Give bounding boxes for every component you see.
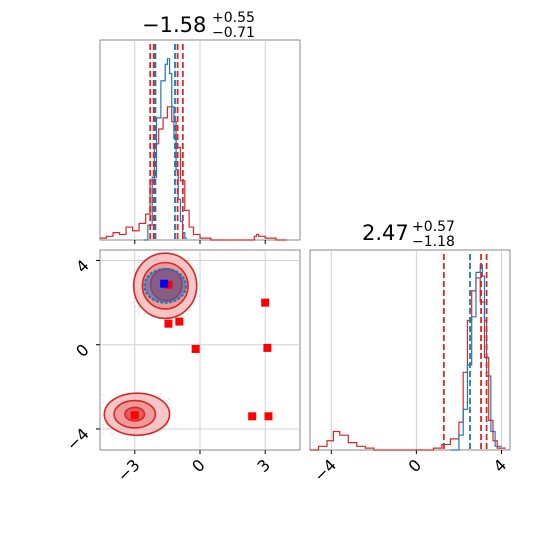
sample-point <box>105 423 107 425</box>
panel-2-title-median: 2.47 <box>362 221 409 245</box>
sample-point <box>110 433 113 435</box>
sample-point <box>102 432 104 435</box>
sample-point <box>102 426 105 428</box>
sample-point <box>137 261 140 264</box>
sample-point <box>133 269 136 272</box>
x-tick-label: 4 <box>490 455 511 476</box>
sample-point <box>102 421 105 423</box>
sample-point <box>140 260 143 263</box>
sample-point <box>143 313 146 315</box>
red-marker <box>164 280 173 289</box>
sample-point <box>143 315 146 317</box>
sample-point <box>102 401 105 404</box>
sample-point <box>186 256 189 259</box>
axes-frame <box>309 249 511 451</box>
panel-2-title-minus: −1.18 <box>412 234 455 250</box>
sample-point <box>191 256 194 259</box>
x-tick-label: 0 <box>405 455 426 476</box>
sample-point <box>138 255 141 257</box>
panel-1-title-median: −1.58 <box>142 13 206 37</box>
red-marker <box>130 411 139 420</box>
x-tick-label: −3 <box>113 455 143 485</box>
x-tick-label: 3 <box>253 455 274 476</box>
sample-point <box>113 433 115 436</box>
red-marker <box>263 343 272 352</box>
histogram-series-1 <box>100 106 287 241</box>
red-marker <box>248 412 257 421</box>
histogram-panel-2 <box>309 249 511 454</box>
y-tick-label: 0 <box>72 340 93 361</box>
sample-point <box>138 259 140 261</box>
y-tick-label: −4 <box>63 424 93 454</box>
sample-point <box>188 257 191 260</box>
blue-marker <box>160 279 169 288</box>
sample-point <box>138 306 141 309</box>
sample-point <box>168 401 171 403</box>
sample-point <box>186 313 188 316</box>
red-marker <box>191 344 200 353</box>
sample-point <box>138 311 140 313</box>
red-marker <box>164 319 173 328</box>
panel-2-title-plus: +0.57 <box>412 219 455 235</box>
histogram-panel-1 <box>99 39 301 244</box>
sample-point <box>101 394 104 396</box>
sample-point <box>102 423 104 426</box>
red-marker <box>261 298 270 307</box>
sample-point <box>192 303 195 306</box>
red-marker <box>264 412 273 421</box>
sample-point <box>168 398 170 400</box>
x-tick-label: −4 <box>310 455 340 485</box>
sample-point <box>101 415 103 418</box>
scatter-panel <box>96 249 301 454</box>
sample-point <box>107 427 109 430</box>
sample-point <box>159 429 162 432</box>
sample-point <box>101 413 103 416</box>
y-tick-label: 4 <box>72 256 93 277</box>
histogram-series-1 <box>310 277 506 451</box>
sample-point <box>143 255 146 258</box>
sample-point <box>166 424 168 426</box>
red-marker <box>175 317 184 326</box>
sample-point <box>189 308 192 311</box>
sample-point <box>159 393 162 396</box>
sample-point <box>191 263 193 265</box>
histogram-series-2 <box>143 58 187 241</box>
sample-point <box>134 305 137 308</box>
panel-1-title-plus: +0.55 <box>212 10 255 26</box>
x-tick-label: 0 <box>188 455 209 476</box>
panel-1-title-minus: −0.71 <box>212 25 255 41</box>
sample-point <box>138 314 140 316</box>
